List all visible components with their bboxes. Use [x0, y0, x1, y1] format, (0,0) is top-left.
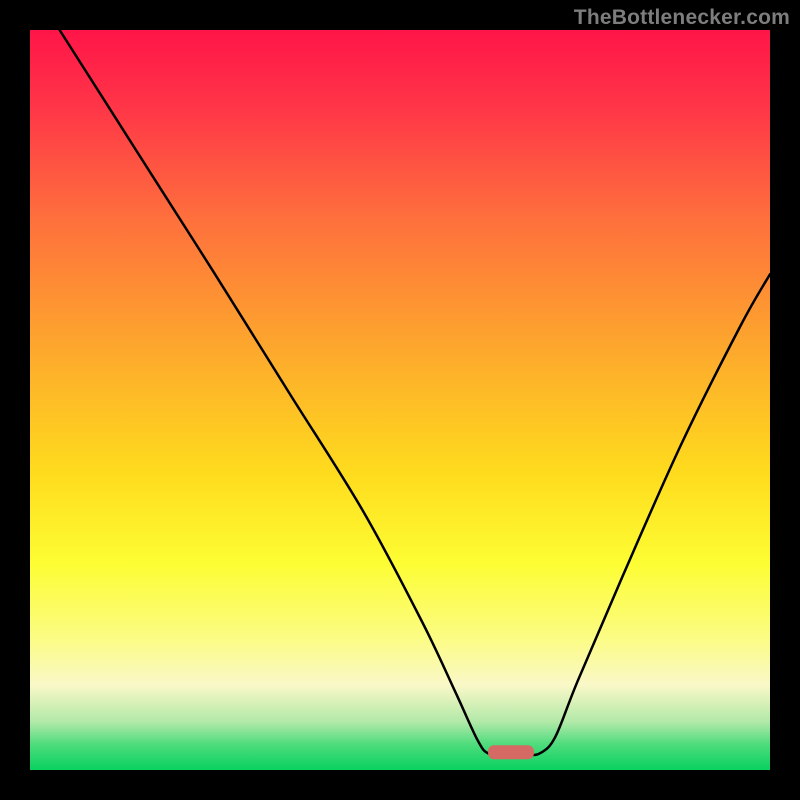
chart-frame: TheBottlenecker.com — [0, 0, 800, 800]
watermark-text: TheBottlenecker.com — [574, 6, 790, 30]
optimal-marker — [488, 745, 534, 759]
bottleneck-chart — [0, 0, 800, 800]
gradient-plot-area — [30, 30, 770, 770]
